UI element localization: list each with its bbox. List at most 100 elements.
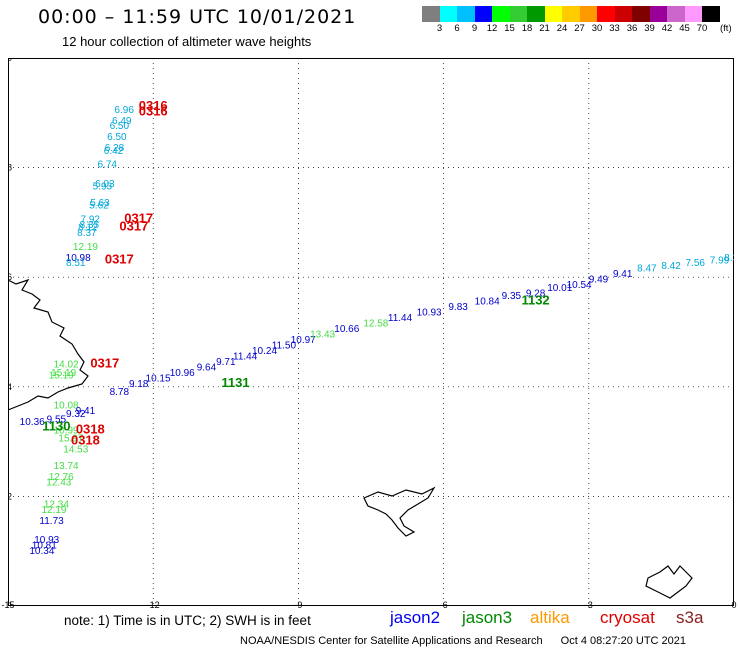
axis-tick-labels: 60 62 64 66 68 70 [8,58,12,606]
colorbar-swatch [439,6,457,22]
swh-value-label: 9.55 [47,414,67,425]
pass-time-label: 0318 [71,432,100,447]
swh-value-label: 9.64 [197,362,217,373]
chart-subtitle: 12 hour collection of altimeter wave hei… [62,34,312,49]
swh-value-label: 10.98 [66,253,91,264]
colorbar-swatch [457,6,475,22]
colorbar-swatch [509,6,527,22]
swh-value-label: 5.63 [90,198,110,209]
legend-jason3: jason3 [462,608,513,627]
swh-value-label: 8.39 [724,253,734,264]
swh-value-label: 8.42 [661,261,681,272]
colorbar-swatch [632,6,650,22]
swh-value-label: 12.76 [49,472,74,483]
x-tick-label: 0 [731,600,737,610]
swh-value-label: 9.49 [589,275,609,286]
swh-value-label: 15.19 [49,371,74,382]
swh-value-label: 10.34 [29,546,54,557]
swh-value-label: 11.73 [39,516,64,527]
pass-time-label: 0317 [119,219,148,234]
map-frame [8,58,734,606]
swh-value-label: 7.92 [81,214,101,225]
altimeter-map: 6.966.496.506.506.286.426.746.035.935.63… [8,58,734,606]
swh-value-label: 9.71 [216,357,236,368]
swh-value-label: 8.47 [637,264,657,275]
colorbar-labels: 3 6 9 12 15 18 21 24 27 30 33 36 39 42 45 70 [422,23,740,35]
colorbar-label: 70 [696,23,708,34]
colorbar-label: 12 [486,23,498,34]
colorbar-swatch [544,6,562,22]
swh-value-label: 5.62 [89,201,109,212]
chart-title: 00:00 – 11:59 UTC 10/01/2021 [38,6,357,28]
colorbar-unit: (ft) [720,23,732,34]
map-border [8,58,734,606]
colorbar-label: 6 [454,23,460,34]
footer-timestamp: Oct 4 08:27:20 UTC 2021 [560,635,687,647]
colorbar-swatch [667,6,685,22]
swh-value-label: 11.50 [272,340,297,351]
colorbar-label: 42 [661,23,673,34]
swh-value-label: 6.03 [95,179,115,190]
legend-cryosat: cryosat [600,608,655,627]
swh-value-label: 9.18 [129,379,149,390]
colorbar-label: 30 [591,23,603,34]
colorbar-swatch [422,6,440,22]
colorbar-label: 3 [436,23,443,34]
x-tick-label: -12 [146,600,160,610]
swh-value-label: 10.66 [334,324,359,335]
swh-value-label: 12.43 [46,477,71,488]
pass-time-label: 1131 [221,375,249,390]
swh-value-label: 9.41 [76,406,96,417]
footer-credit: NOAA/NESDIS Center for Satellite Applica… [240,635,543,647]
pass-time-label: 0317 [90,356,119,371]
swh-value-label: 8.78 [110,387,130,398]
colorbar-swatch [702,6,720,22]
swh-value-label: 9.83 [448,302,468,313]
legend-s3a: s3a [676,608,704,627]
swh-value-label: 11.44 [388,313,413,324]
swh-value-label: 9.32 [66,409,86,420]
y-tick-label: 64 [8,382,12,392]
swh-value-label: 9.35 [502,291,522,302]
swh-value-label: 13.74 [54,461,79,472]
faroe-islands [363,486,436,537]
swh-value-label: 14.53 [63,445,88,456]
swh-value-label: 8.37 [77,228,97,239]
y-tick-label: 62 [8,491,12,501]
swh-value-label: 13.43 [310,329,335,340]
y-tick-label: 68 [8,163,12,173]
pass-time-label: 1132 [521,293,549,308]
track-labels: 6.966.496.506.506.286.426.746.035.935.63… [20,105,734,557]
swh-value-label: 8.12 [78,223,98,234]
shetland-islands [645,565,693,599]
pass-time-label: 0317 [105,252,134,267]
swh-value-label: 7.99 [710,256,730,267]
x-tick-label: -3 [584,600,593,610]
swh-value-label: 7.56 [686,258,706,269]
swh-value-label: 6.42 [104,146,124,157]
swh-value-label: 6.50 [107,132,127,143]
swh-value-label: 10.93 [417,308,442,319]
colorbar-label: 15 [504,23,515,34]
swh-value-label: 8.35 [80,220,100,231]
legend-jason2: jason2 [390,608,441,627]
legend-altika: altika [530,608,570,627]
legend-note: note: 1) Time is in UTC; 2) SWH is in fe… [64,613,311,628]
swh-value-label: 10.96 [170,368,195,379]
pass-time-label: 1130 [42,419,70,434]
colorbar-label: 36 [626,23,638,34]
swh-value-label: 10.15 [146,373,171,384]
colorbar-label: 24 [556,23,568,34]
colorbar-swatch [579,6,597,22]
swh-value-label: 12.34 [44,499,69,510]
colorbar-swatch [684,6,702,22]
swh-value-label: 10.36 [20,417,45,428]
colorbar-swatch [649,6,667,22]
pass-time-label: 0317 [124,210,153,225]
y-tick-label: 60 [8,601,12,606]
pass-time-label: 0316 [139,104,168,119]
colorbar-label: 39 [644,23,655,34]
swh-value-label: 10.99 [54,425,79,436]
colorbar-label: 9 [471,23,478,34]
swh-value-label: 6.28 [105,143,125,154]
